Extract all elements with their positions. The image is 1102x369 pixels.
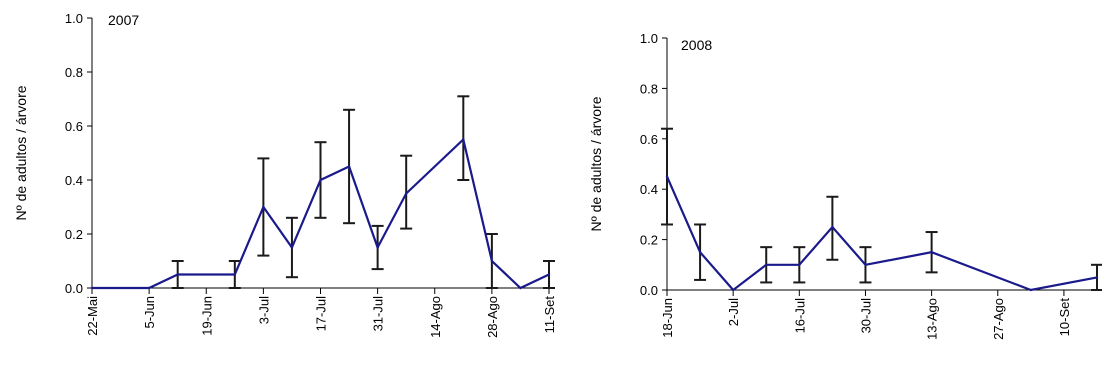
y-tick-label: 0.4 bbox=[65, 173, 83, 188]
data-point bbox=[765, 263, 768, 266]
x-tick-label: 13-Ago bbox=[925, 298, 940, 340]
y-axis-title: Nº de adultos / árvore bbox=[588, 96, 604, 231]
y-axis-title: Nº de adultos / árvore bbox=[13, 85, 29, 220]
x-tick-label: 28-Ago bbox=[485, 296, 500, 338]
x-tick-label: 10-Set bbox=[1057, 298, 1072, 337]
data-point bbox=[864, 263, 867, 266]
y-tick-label: 0.0 bbox=[640, 283, 658, 298]
data-point bbox=[1095, 276, 1099, 279]
data-point bbox=[176, 273, 179, 276]
data-point bbox=[233, 273, 237, 276]
y-tick-label: 0.4 bbox=[640, 182, 658, 197]
x-tick-label: 31-Jul bbox=[371, 296, 386, 332]
x-tick-label: 11-Set bbox=[542, 296, 557, 334]
y-tick-label: 1.0 bbox=[65, 11, 83, 26]
data-point bbox=[798, 263, 801, 266]
chart-panel-2007: 0.0 0.2 0.4 0.6 0.8 1.0 22-Mai 5-Jun 19-Jun 3-Jul… bbox=[13, 11, 557, 338]
data-point bbox=[930, 251, 933, 254]
x-tick-label: 22-Mai bbox=[85, 296, 100, 336]
data-point bbox=[490, 259, 494, 263]
panel-title: 2007 bbox=[108, 12, 139, 28]
data-point bbox=[519, 286, 522, 290]
series-line bbox=[665, 176, 1098, 292]
x-tick-label: 18-Jun bbox=[660, 298, 675, 338]
chart-panel-2008: 0.0 0.2 0.4 0.6 0.8 1.0 18-Jun 2-Jul 16-Jul 30-Ju… bbox=[588, 31, 1102, 340]
x-tick-label: 27-Ago bbox=[991, 298, 1006, 340]
data-point bbox=[90, 286, 94, 290]
x-tick-label: 30-Jul bbox=[858, 298, 873, 334]
y-tick-label: 1.0 bbox=[640, 31, 658, 46]
y-tick-label: 0.2 bbox=[640, 233, 658, 248]
x-tick-label: 3-Jul bbox=[256, 296, 271, 324]
data-point bbox=[404, 192, 408, 195]
y-tick-label: 0.2 bbox=[65, 227, 83, 242]
data-point bbox=[347, 165, 351, 168]
data-point bbox=[698, 251, 702, 254]
data-point bbox=[665, 175, 669, 178]
y-tick-label: 0.8 bbox=[640, 81, 658, 96]
data-point bbox=[831, 225, 834, 229]
data-point bbox=[547, 273, 551, 276]
data-point bbox=[147, 286, 151, 290]
panel-title: 2008 bbox=[681, 37, 712, 53]
x-tick-label: 2-Jul bbox=[726, 298, 741, 326]
data-point bbox=[262, 205, 265, 209]
data-point bbox=[462, 138, 465, 141]
x-tick-label: 5-Jun bbox=[142, 296, 157, 329]
x-tick-label: 17-Jul bbox=[314, 296, 329, 332]
data-point bbox=[319, 178, 322, 182]
data-point bbox=[290, 246, 294, 249]
y-tick-label: 0.0 bbox=[65, 281, 83, 296]
data-point bbox=[376, 246, 379, 249]
data-point bbox=[731, 288, 735, 292]
data-point bbox=[1029, 288, 1033, 292]
x-tick-label: 14-Ago bbox=[428, 296, 443, 338]
x-tick-label: 16-Jul bbox=[792, 298, 807, 334]
x-tick-label: 19-Jun bbox=[199, 296, 214, 336]
y-tick-label: 0.6 bbox=[65, 119, 83, 134]
y-tick-label: 0.8 bbox=[65, 65, 83, 80]
y-tick-label: 0.6 bbox=[640, 132, 658, 147]
series-line bbox=[92, 137, 550, 290]
